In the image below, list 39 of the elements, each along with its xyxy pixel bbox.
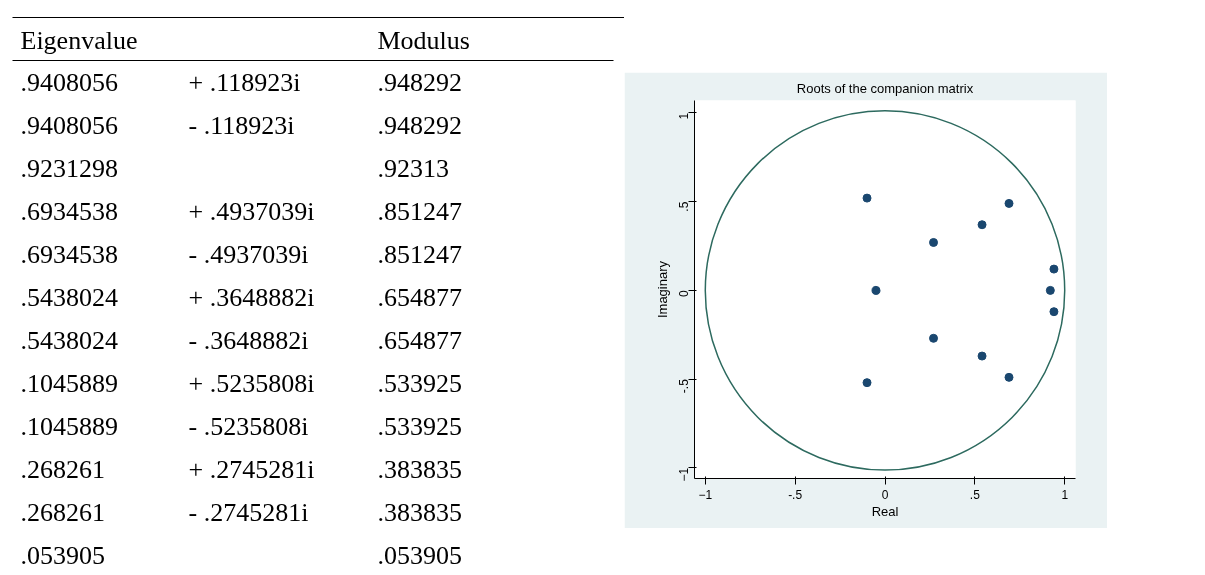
text: .851247 xyxy=(377,240,462,269)
text: Eigenvalue xyxy=(20,26,138,55)
text: .948292 xyxy=(377,68,462,97)
x-tick-label: −1 xyxy=(698,487,713,502)
text: .383835 xyxy=(377,498,462,527)
x-tick-label: -.5 xyxy=(788,487,803,502)
y-tick-label: .5 xyxy=(677,201,691,212)
y-tick-label: 1 xyxy=(677,112,691,120)
y-tick-label: -.5 xyxy=(677,378,691,394)
text: .1045889 + .5235808i xyxy=(20,369,315,398)
chart-title: Roots of the companion matrix xyxy=(796,80,974,96)
text: .948292 xyxy=(377,111,462,140)
text: .6934538 + .4937039i xyxy=(20,197,315,226)
text: .654877 xyxy=(377,283,462,312)
text: .5438024 - .3648882i xyxy=(20,326,309,355)
text: .92313 xyxy=(377,154,449,183)
text: .6934538 - .4937039i xyxy=(20,240,309,269)
text: .268261 + .2745281i xyxy=(20,455,315,484)
text: .9408056 + .118923i xyxy=(20,68,301,97)
text: .1045889 - .5235808i xyxy=(20,412,309,441)
text: .053905 xyxy=(20,541,105,570)
text: Modulus xyxy=(377,26,470,55)
text: .533925 xyxy=(377,412,462,441)
text: .053905 xyxy=(377,541,462,570)
x-tick-label: 1 xyxy=(1061,487,1069,502)
text: .383835 xyxy=(377,455,462,484)
text: .9231298 xyxy=(20,154,118,183)
text: .5438024 + .3648882i xyxy=(20,283,315,312)
x-axis-title: Real xyxy=(871,503,899,519)
text: .533925 xyxy=(377,369,462,398)
text: .268261 - .2745281i xyxy=(20,498,309,527)
text: .851247 xyxy=(377,197,462,226)
y-tick-label: 0 xyxy=(677,290,691,298)
text: .654877 xyxy=(377,326,462,355)
x-tick-label: 0 xyxy=(881,487,889,502)
text: .9408056 - .118923i xyxy=(20,111,295,140)
x-tick-label: .5 xyxy=(969,487,981,502)
y-tick-label: −1 xyxy=(677,467,691,482)
y-axis-title: Imaginary xyxy=(654,260,670,319)
